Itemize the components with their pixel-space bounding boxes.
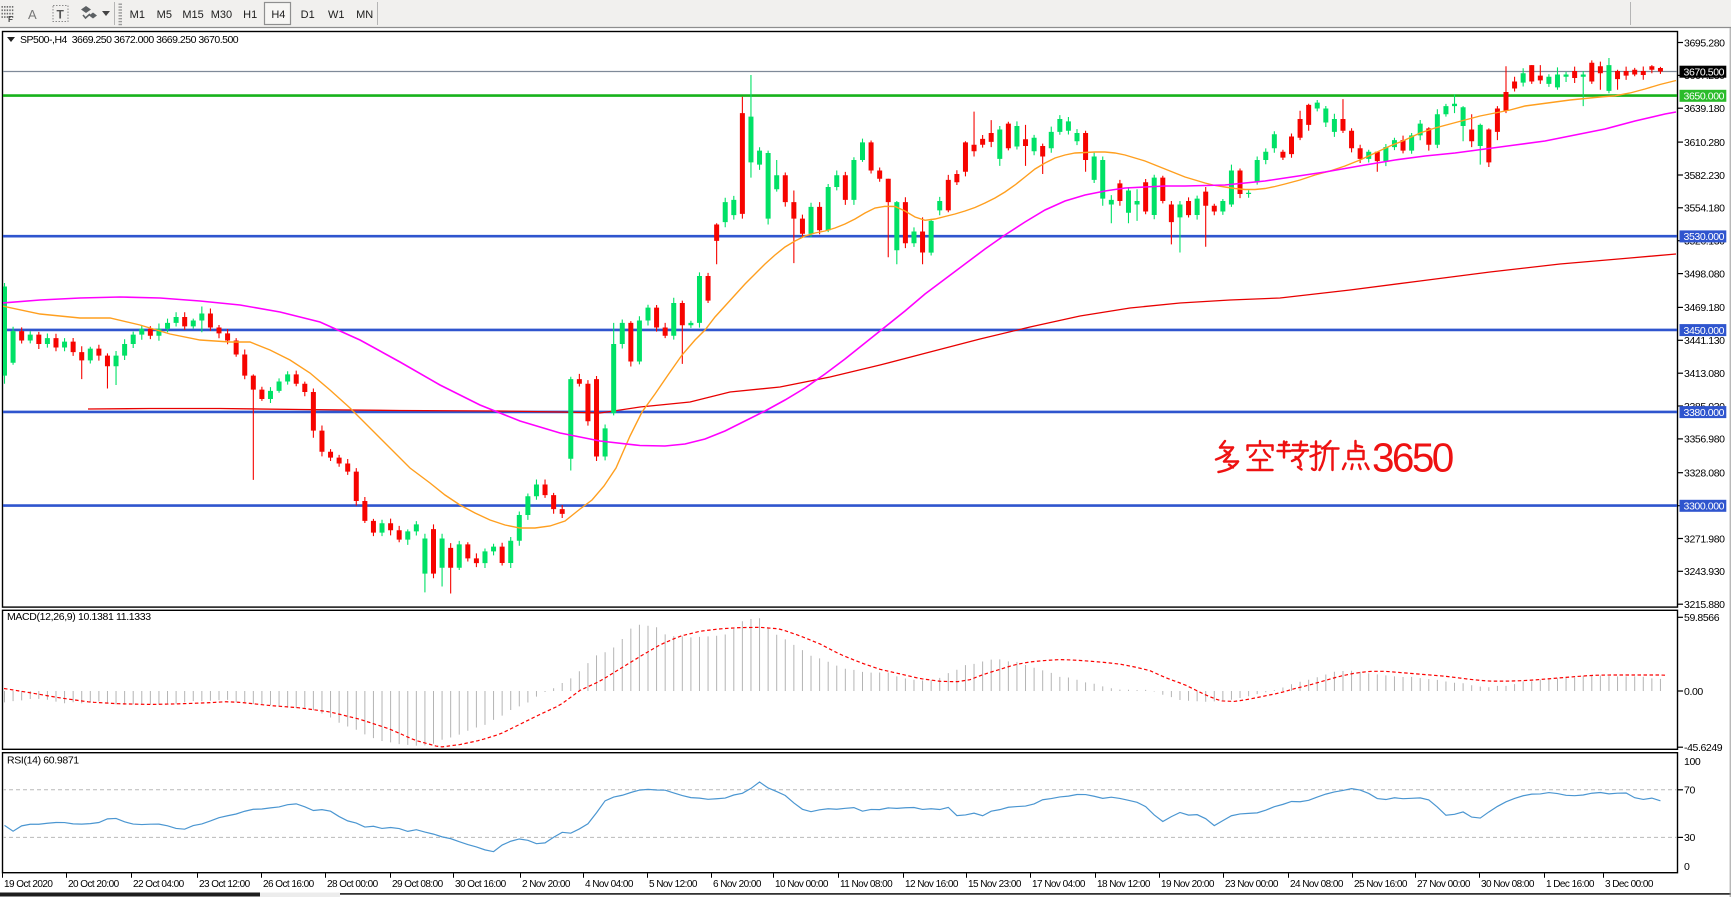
svg-text:H4: H4 bbox=[271, 9, 285, 21]
svg-text:0.00: 0.00 bbox=[1684, 686, 1703, 698]
svg-text:23 Nov 00:00: 23 Nov 00:00 bbox=[1225, 879, 1279, 890]
svg-text:6 Nov 20:00: 6 Nov 20:00 bbox=[713, 879, 762, 890]
svg-text:3650.000: 3650.000 bbox=[1684, 91, 1725, 103]
svg-text:2 Nov 20:00: 2 Nov 20:00 bbox=[522, 879, 571, 890]
svg-text:19 Nov 20:00: 19 Nov 20:00 bbox=[1161, 879, 1215, 890]
svg-text:3650: 3650 bbox=[1372, 435, 1453, 481]
svg-text:15 Nov 23:00: 15 Nov 23:00 bbox=[968, 879, 1022, 890]
svg-text:12 Nov 16:00: 12 Nov 16:00 bbox=[905, 879, 959, 890]
svg-text:26 Oct 16:00: 26 Oct 16:00 bbox=[263, 879, 315, 890]
svg-text:3380.000: 3380.000 bbox=[1684, 407, 1725, 419]
svg-text:3498.080: 3498.080 bbox=[1684, 268, 1725, 280]
svg-text:-45.6249: -45.6249 bbox=[1684, 742, 1723, 754]
svg-text:3356.980: 3356.980 bbox=[1684, 434, 1725, 446]
svg-text:25 Nov 16:00: 25 Nov 16:00 bbox=[1354, 879, 1408, 890]
svg-text:3328.080: 3328.080 bbox=[1684, 468, 1725, 480]
svg-text:20 Oct 20:00: 20 Oct 20:00 bbox=[68, 879, 120, 890]
svg-text:3530.000: 3530.000 bbox=[1684, 231, 1725, 243]
svg-text:0: 0 bbox=[1684, 861, 1690, 873]
svg-text:RSI(14) 60.9871: RSI(14) 60.9871 bbox=[7, 755, 79, 767]
svg-text:30 Nov 08:00: 30 Nov 08:00 bbox=[1481, 879, 1535, 890]
svg-text:10 Nov 00:00: 10 Nov 00:00 bbox=[775, 879, 829, 890]
svg-text:3670.500: 3670.500 bbox=[1684, 66, 1725, 78]
svg-text:22 Oct 04:00: 22 Oct 04:00 bbox=[133, 879, 185, 890]
svg-text:4 Nov 04:00: 4 Nov 04:00 bbox=[585, 879, 634, 890]
svg-text:F: F bbox=[8, 15, 13, 24]
svg-text:3469.180: 3469.180 bbox=[1684, 302, 1725, 314]
svg-text:M15: M15 bbox=[182, 9, 203, 21]
svg-text:M5: M5 bbox=[157, 9, 172, 21]
svg-text:11 Nov 08:00: 11 Nov 08:00 bbox=[840, 879, 893, 890]
svg-text:3610.280: 3610.280 bbox=[1684, 137, 1725, 149]
svg-text:30: 30 bbox=[1684, 832, 1695, 844]
svg-text:H1: H1 bbox=[243, 9, 257, 21]
svg-text:3639.180: 3639.180 bbox=[1684, 103, 1725, 115]
svg-text:30 Oct 16:00: 30 Oct 16:00 bbox=[455, 879, 507, 890]
svg-text:23 Oct 12:00: 23 Oct 12:00 bbox=[199, 879, 251, 890]
svg-text:5 Nov 12:00: 5 Nov 12:00 bbox=[649, 879, 698, 890]
svg-text:T: T bbox=[57, 8, 65, 22]
svg-text:W1: W1 bbox=[328, 9, 345, 21]
svg-text:70: 70 bbox=[1684, 785, 1695, 797]
svg-text:M30: M30 bbox=[211, 9, 232, 21]
svg-text:A: A bbox=[28, 7, 37, 22]
svg-text:MACD(12,26,9) 10.1381 11.1333: MACD(12,26,9) 10.1381 11.1333 bbox=[7, 611, 151, 623]
svg-text:3 Dec 00:00: 3 Dec 00:00 bbox=[1605, 879, 1654, 890]
svg-text:100: 100 bbox=[1684, 756, 1701, 768]
svg-text:28 Oct 00:00: 28 Oct 00:00 bbox=[327, 879, 379, 890]
svg-text:18 Nov 12:00: 18 Nov 12:00 bbox=[1097, 879, 1151, 890]
svg-text:3582.230: 3582.230 bbox=[1684, 170, 1725, 182]
svg-text:1 Dec 16:00: 1 Dec 16:00 bbox=[1546, 879, 1595, 890]
svg-text:3450.000: 3450.000 bbox=[1684, 325, 1725, 337]
svg-text:3271.980: 3271.980 bbox=[1684, 533, 1725, 545]
svg-text:D1: D1 bbox=[301, 9, 315, 21]
svg-text:29 Oct 08:00: 29 Oct 08:00 bbox=[392, 879, 444, 890]
svg-text:MN: MN bbox=[356, 9, 373, 21]
svg-text:17 Nov 04:00: 17 Nov 04:00 bbox=[1032, 879, 1086, 890]
svg-text:3695.280: 3695.280 bbox=[1684, 37, 1725, 49]
svg-text:3441.130: 3441.130 bbox=[1684, 335, 1725, 347]
svg-text:24 Nov 08:00: 24 Nov 08:00 bbox=[1290, 879, 1344, 890]
svg-text:19 Oct 2020: 19 Oct 2020 bbox=[4, 879, 53, 890]
svg-text:3300.000: 3300.000 bbox=[1684, 501, 1725, 513]
svg-text:3243.930: 3243.930 bbox=[1684, 566, 1725, 578]
svg-text:SP500-,H4 3669.250 3672.000 3: SP500-,H4 3669.250 3672.000 3669.250 367… bbox=[20, 34, 239, 46]
svg-text:M1: M1 bbox=[130, 9, 145, 21]
svg-text:3413.080: 3413.080 bbox=[1684, 368, 1725, 380]
svg-text:3554.180: 3554.180 bbox=[1684, 203, 1725, 215]
svg-text:59.8566: 59.8566 bbox=[1684, 612, 1720, 624]
svg-text:27 Nov 00:00: 27 Nov 00:00 bbox=[1417, 879, 1471, 890]
svg-text:3215.880: 3215.880 bbox=[1684, 599, 1725, 611]
